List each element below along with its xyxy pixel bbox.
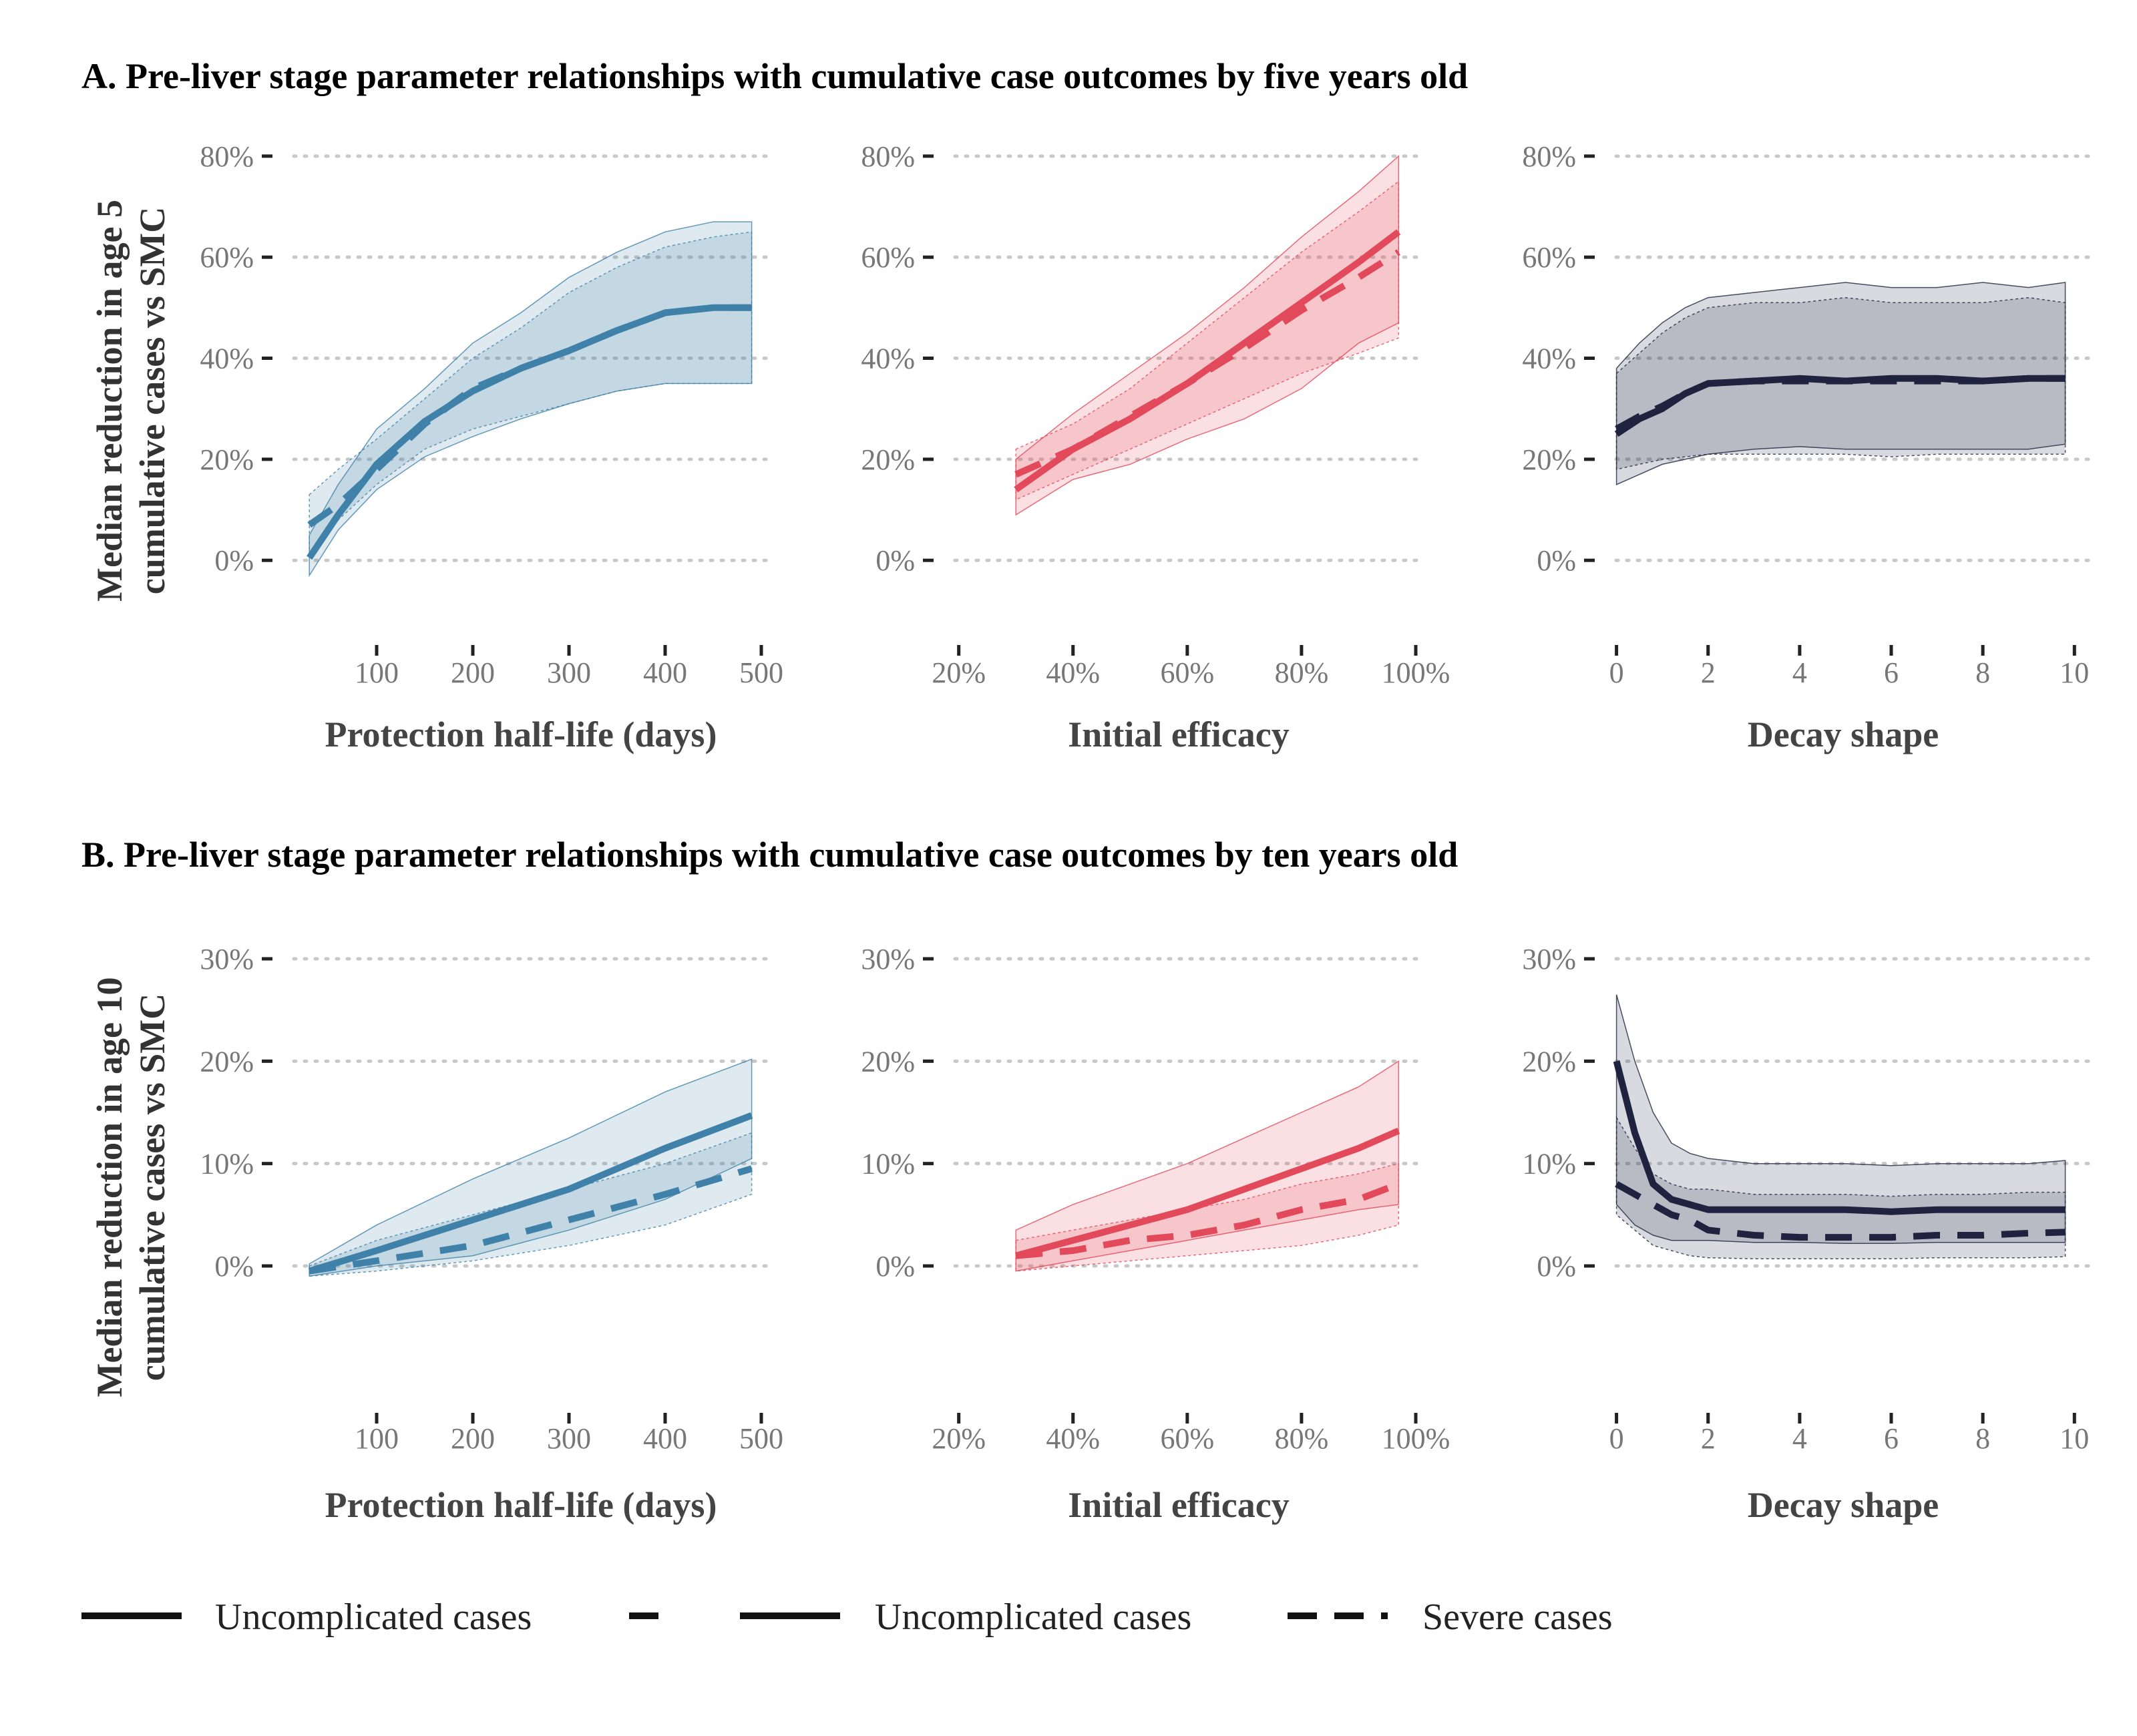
row-a-ylabel-line2: cumulative cases vs SMC [132,207,172,594]
row-b-efficacy-severe-line [1015,1180,1400,1259]
row-a-half-life-ytick-label: 0% [214,544,254,577]
row-b-half-life-xtick-label: 400 [643,1422,687,1455]
legend: Uncomplicated cases Uncomplicated cases … [81,1596,1613,1638]
row-b-half-life-ytick-label: 20% [200,1045,254,1078]
legend-label-3: Uncomplicated cases [875,1596,1191,1638]
row-a-decay-shape-xtick-label: 6 [1884,656,1899,689]
row-a-decay-shape-ytick-label: 80% [1522,140,1576,173]
row-b-efficacy-ytick-label: 10% [861,1148,915,1180]
row-b-decay-shape-xtick-label: 10 [2060,1422,2089,1455]
row-b-efficacy-xtick-label: 60% [1161,1422,1215,1455]
row-a-efficacy-xtick-label: 60% [1161,656,1215,689]
row-a-title: A. Pre-liver stage parameter relationshi… [81,56,1468,96]
row-a-decay-shape-xtick-label: 0 [1609,656,1624,689]
row-b-efficacy-ytick-label: 30% [861,943,915,975]
row-b-decay-shape-xtick-label: 6 [1884,1422,1899,1455]
row-a-half-life-ytick-label: 20% [200,443,254,476]
row-b-decay-shape-ytick-label: 30% [1522,943,1576,975]
row-b-half-life-xtick-label: 200 [451,1422,495,1455]
row-a-half-life-xtick-label: 400 [643,656,687,689]
row-a-decay-shape-ytick-label: 40% [1522,343,1576,375]
row-b-efficacy-ytick-label: 0% [876,1250,915,1283]
row-b-decay-shape-ytick-label: 0% [1537,1250,1576,1283]
row-b-half-life-ytick-label: 0% [214,1250,254,1283]
row-b-decay-shape-ytick-label: 20% [1522,1045,1576,1078]
row-a-half-life-xtick-label: 100 [355,656,399,689]
row-a-efficacy-panel: 0% 20% 40% 60% 80% 20% 40% 60% 80% 100% Initial ef… [861,140,1450,754]
row-b-ylabel-line1: Median reduction in age 10 [89,977,130,1397]
row-b-decay-shape-xtick-label: 2 [1701,1422,1716,1455]
row-a-decay-shape-ytick-label: 60% [1522,241,1576,274]
row-a-plots: 0%20%40%60%80%100 200 300 400 500Protection … [200,140,2092,754]
row-b-efficacy-xtick-label: 40% [1046,1422,1100,1455]
row-a-efficacy-ytick-label: 20% [861,443,915,476]
row-a-decay-shape-xtick-label: 4 [1792,656,1807,689]
row-b-decay-shape-severe-band [1615,1115,2066,1260]
row-b-decay-shape-xtick-label: 0 [1609,1422,1624,1455]
row-a-efficacy-severe-band [1015,180,1400,501]
row-a-half-life-severe-line [307,304,752,528]
row-a-half-life-ytick-label: 80% [200,140,254,173]
row-b-half-life-severe-line [309,1165,753,1275]
row-b-half-life-panel: 0% 10% 20% 30% 100 200 300 400 500 Protection hal… [200,943,783,1525]
row-b-decay-shape-xtick-label: 4 [1792,1422,1807,1455]
row-a-half-life-severe-band [309,231,753,557]
row-b-efficacy-xlabel: Initial efficacy [1068,1485,1289,1525]
row-b-decay-shape-xlabel: Decay shape [1748,1485,1939,1525]
row-b-efficacy-xtick-label: 80% [1275,1422,1329,1455]
row-a-decay-shape-ytick-label: 0% [1537,544,1576,577]
row-a-decay-shape-severe-line [1615,375,2066,432]
row-b-decay-shape-uncomplicated-band [1615,994,2066,1245]
row-a-efficacy-ytick-label: 40% [861,343,915,375]
row-b-decay-shape-panel: 0% 10% 20% 30% 0 2 4 6 8 10 Decay shape [1522,943,2092,1525]
row-a-decay-shape-panel: 0% 20% 40% 60% 80% 0 2 4 6 8 10 Decay shape [1522,140,2092,754]
row-a-half-life-xtick-label: 500 [739,656,783,689]
row-a-decay-shape-ytick-label: 20% [1522,443,1576,476]
row-a-efficacy-xtick-label: 40% [1046,656,1100,689]
row-a-efficacy-ytick-label: 80% [861,140,915,173]
row-a-decay-shape-xtick-label: 10 [2060,656,2089,689]
row-a-half-life-ytick-label: 60% [200,241,254,274]
row-b-efficacy-uncomplicated-line [1014,1128,1400,1259]
row-a-efficacy-xlabel: Initial efficacy [1068,714,1289,754]
row-b-half-life-xtick-label: 300 [547,1422,591,1455]
row-a-efficacy-xtick-label: 100% [1382,656,1450,689]
row-b-decay-shape-ytick-label: 10% [1522,1148,1576,1180]
row-a-half-life-panel: 0% 20% 40% 60% 80% 100 200 300 400 500 Protection … [200,140,783,754]
row-a-efficacy-ytick-label: 0% [876,544,915,577]
row-b-half-life-xtick-label: 100 [355,1422,399,1455]
row-b-ylabel-line2: cumulative cases vs SMC [132,994,172,1381]
row-a-efficacy-severe-line [1014,249,1400,478]
row-a-decay-shape-xtick-label: 8 [1975,656,1990,689]
legend-label-4: Severe cases [1422,1596,1613,1638]
row-b-half-life-ytick-label: 30% [200,943,254,975]
row-a-half-life-xlabel: Protection half-life (days) [325,714,717,754]
row-a-efficacy-xtick-label: 80% [1275,656,1329,689]
row-b-half-life-uncomplicated-line [308,1112,753,1275]
row-b-half-life-xtick-label: 500 [739,1422,783,1455]
row-a-efficacy-xtick-label: 20% [932,656,986,689]
row-a-efficacy-ytick-label: 60% [861,241,915,274]
row-b-half-life-xlabel: Protection half-life (days) [325,1485,717,1525]
row-b-half-life-ytick-label: 10% [200,1148,254,1180]
row-a-decay-shape-xtick-label: 2 [1701,656,1716,689]
row-a-ylabel-line1: Median reduction in age 5 [89,200,130,602]
row-b-title: B. Pre-liver stage parameter relationshi… [81,835,1458,875]
row-a-decay-shape-xlabel: Decay shape [1748,714,1939,754]
row-b-decay-shape-xtick-label: 8 [1975,1422,1990,1455]
row-b-efficacy-xtick-label: 20% [932,1422,986,1455]
row-a-half-life-xtick-label: 200 [451,656,495,689]
row-b-efficacy-ytick-label: 20% [861,1045,915,1078]
row-b-efficacy-xtick-label: 100% [1382,1422,1450,1455]
row-b-decay-shape-severe-line [1615,1180,2066,1241]
legend-label-1: Uncomplicated cases [215,1596,532,1638]
row-b-efficacy-panel: 0% 10% 20% 30% 20% 40% 60% 80% 100% Initial effic… [861,943,1450,1525]
row-a-half-life-ytick-label: 40% [200,343,254,375]
row-b-decay-shape-uncomplicated-line [1613,1060,2066,1215]
row-a-half-life-xtick-label: 300 [547,656,591,689]
row-b-efficacy-uncomplicated-band [1015,1060,1400,1272]
